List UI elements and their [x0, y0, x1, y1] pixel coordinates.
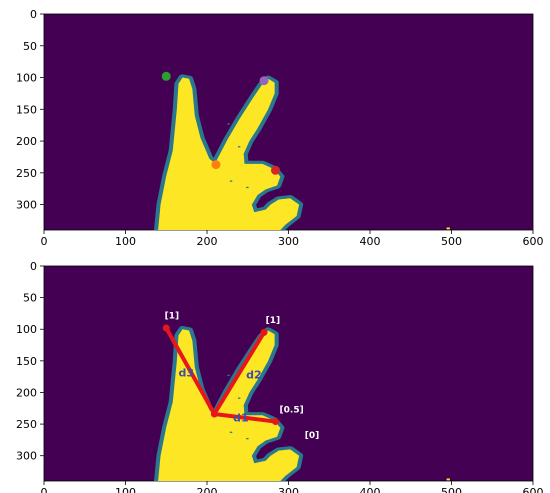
speck [237, 146, 241, 148]
x-tick-label: 500 [441, 235, 462, 248]
keypoint [211, 160, 221, 170]
y-tick-label: 50 [23, 292, 37, 305]
bottom-image [158, 329, 450, 481]
segment-d3 [164, 325, 217, 416]
segment-d2 [212, 330, 267, 416]
segment-label: d3 [178, 367, 194, 380]
speck [227, 123, 230, 125]
y-tick-label: 0 [30, 260, 37, 273]
y-tick-label: 200 [16, 135, 37, 148]
artifact [446, 478, 450, 481]
segment-d1 [212, 411, 278, 424]
y-tick-label: 200 [16, 386, 37, 399]
segment-label: d1 [233, 412, 249, 425]
value-label: [0] [305, 431, 320, 441]
speck [237, 397, 241, 399]
x-tick-label: 0 [41, 486, 48, 493]
y-tick-label: 150 [16, 103, 37, 116]
y-tick-label: 100 [16, 323, 37, 336]
x-tick-label: 300 [278, 235, 299, 248]
x-tick-label: 500 [441, 486, 462, 493]
segment-origin [210, 410, 218, 418]
y-tick-label: 0 [30, 8, 37, 21]
speck [229, 180, 233, 182]
top-panel: 0 100 200 300 400 500 600 0 50 100 150 200 250 300 [16, 8, 544, 248]
x-tick-label: 400 [360, 486, 381, 493]
value-label: [1] [165, 311, 180, 321]
keypoint [270, 165, 280, 175]
y-tick-label: 150 [16, 355, 37, 368]
keypoint [161, 71, 171, 81]
segment-end [260, 328, 268, 336]
x-tick-label: 600 [523, 486, 544, 493]
artifact [446, 227, 450, 230]
y-tick-label: 250 [16, 167, 37, 180]
x-tick-label: 300 [278, 486, 299, 493]
segment-end [271, 418, 279, 426]
x-tick-label: 600 [523, 235, 544, 248]
y-tick-label: 100 [16, 72, 37, 85]
speck [229, 431, 233, 433]
segment-end [162, 324, 170, 332]
bottom-background [43, 265, 534, 482]
top-background [43, 13, 534, 231]
keypoint [259, 76, 269, 86]
x-tick-label: 100 [115, 235, 136, 248]
top-image [158, 78, 450, 230]
x-tick-label: 200 [197, 235, 218, 248]
y-tick-label: 300 [16, 450, 37, 463]
speck [246, 438, 249, 440]
y-tick-label: 50 [23, 40, 37, 53]
y-tick-label: 250 [16, 418, 37, 431]
x-tick-label: 200 [197, 486, 218, 493]
x-tick-label: 0 [41, 235, 48, 248]
value-label: [0.5] [280, 406, 304, 416]
x-tick-label: 400 [360, 235, 381, 248]
x-tick-label: 100 [115, 486, 136, 493]
value-label: [1] [266, 316, 281, 326]
segment-label: d2 [246, 369, 262, 382]
speck [227, 374, 230, 377]
speck [246, 186, 249, 189]
y-tick-label: 300 [16, 199, 37, 212]
